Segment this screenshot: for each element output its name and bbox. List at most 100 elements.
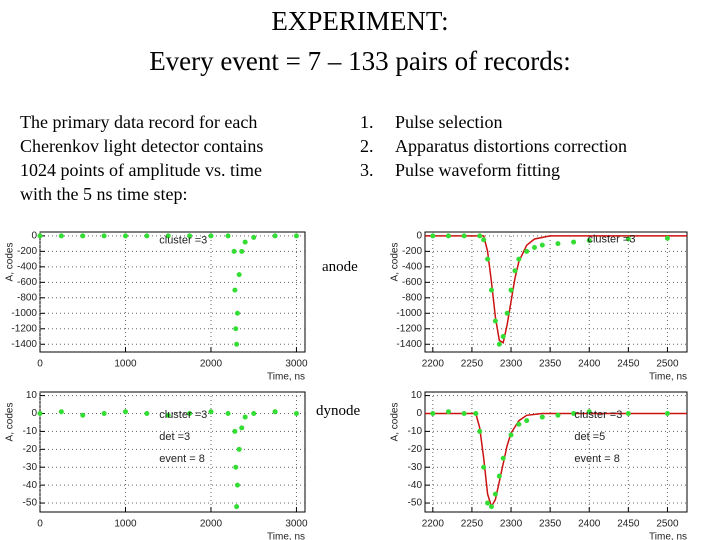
x-tick-label: 2500 [656, 359, 679, 370]
data-point [481, 464, 487, 470]
x-tick-label: 1000 [114, 359, 137, 370]
data-point [488, 504, 494, 510]
data-point [481, 237, 487, 243]
y-axis-label: A, codes [5, 403, 16, 442]
x-tick-label: 3000 [285, 519, 308, 530]
data-point [508, 432, 514, 438]
y-tick-label: -1200 [396, 323, 422, 334]
data-point [234, 310, 240, 316]
data-point [524, 248, 530, 254]
data-point [122, 409, 128, 415]
data-point [239, 248, 245, 254]
data-point [101, 233, 107, 239]
data-point [473, 410, 479, 416]
data-point [496, 341, 502, 347]
step-number: 3. [360, 160, 374, 180]
data-point [524, 418, 530, 424]
y-tick-label: -1400 [396, 339, 422, 350]
paragraph-line: with the 5 ns time step: [20, 184, 187, 204]
y-tick-label: -600 [17, 277, 37, 288]
x-axis-label: Time, ns [267, 532, 305, 540]
x-tick-label: 2300 [500, 519, 523, 530]
data-point [144, 410, 150, 416]
x-tick-label: 2250 [461, 359, 484, 370]
x-axis-label: Time, ns [267, 372, 305, 383]
paragraph-line: Cherenkov light detector contains [20, 136, 263, 156]
data-point [37, 233, 43, 239]
y-tick-label: -30 [23, 462, 38, 473]
paragraph-line: The primary data record for each [20, 112, 257, 132]
data-point [58, 233, 64, 239]
step-number: 2. [360, 136, 374, 156]
data-point [571, 239, 577, 245]
y-tick-label: 0 [416, 231, 422, 242]
data-point [233, 464, 239, 470]
annotation: cluster =3 [159, 235, 207, 247]
data-point [239, 425, 245, 431]
data-point [664, 410, 670, 416]
data-point [508, 287, 514, 293]
step-text: Pulse selection [395, 112, 502, 132]
plot-frame [39, 231, 306, 353]
data-point [251, 234, 257, 240]
y-tick-label: -1000 [11, 308, 37, 319]
y-tick-label: -1400 [11, 339, 37, 350]
x-tick-label: 2000 [200, 359, 223, 370]
x-tick-label: 0 [37, 519, 43, 530]
fit-line [425, 235, 687, 344]
data-point [492, 491, 498, 497]
data-point [208, 233, 214, 239]
plot-frame [424, 231, 688, 353]
y-axis-label: A, codes [390, 403, 401, 442]
row-label: anode [322, 259, 358, 275]
data-point [485, 500, 491, 506]
y-tick-label: -800 [17, 292, 37, 303]
y-tick-label: -20 [408, 444, 423, 455]
y-tick-label: 0 [31, 408, 37, 419]
y-tick-label: 10 [26, 390, 38, 401]
data-point [165, 233, 171, 239]
x-tick-label: 2300 [500, 359, 523, 370]
data-point [272, 233, 278, 239]
y-tick-label: 0 [31, 231, 37, 242]
title-line: EXPERIMENT: [271, 6, 448, 36]
x-tick-label: 2000 [200, 519, 223, 530]
y-tick-label: -1000 [396, 308, 422, 319]
data-point [445, 409, 451, 415]
y-tick-label: -1200 [11, 323, 37, 334]
x-tick-label: 3000 [285, 359, 308, 370]
title-line: Every event = 7 – 133 pairs of records: [149, 46, 571, 76]
annotation: cluster =3 [159, 409, 207, 421]
data-point [208, 409, 214, 415]
x-tick-label: 2500 [656, 519, 679, 530]
y-tick-label: 10 [411, 390, 423, 401]
data-point [80, 233, 86, 239]
x-axis-label: Time, ns [649, 372, 687, 383]
data-point [625, 236, 631, 242]
data-point [625, 410, 631, 416]
annotation: cluster =3 [574, 409, 622, 421]
data-point [234, 341, 240, 347]
y-tick-label: -10 [408, 426, 423, 437]
data-point [236, 446, 242, 452]
y-tick-label: -20 [23, 444, 38, 455]
data-point [293, 233, 299, 239]
x-tick-label: 0 [37, 359, 43, 370]
x-tick-label: 2200 [422, 519, 445, 530]
row-label: dynode [316, 403, 361, 419]
y-tick-label: -10 [23, 426, 38, 437]
data-point [144, 233, 150, 239]
data-point [488, 287, 494, 293]
data-point [225, 233, 231, 239]
data-point [492, 318, 498, 324]
data-point [555, 241, 561, 247]
annotation: cluster =3 [587, 233, 635, 245]
data-point [80, 412, 86, 418]
data-point [500, 334, 506, 340]
data-point [430, 410, 436, 416]
data-point [232, 287, 238, 293]
y-axis-label: A, codes [390, 243, 401, 282]
data-point [477, 428, 483, 434]
x-axis-label: Time, ns [649, 532, 687, 540]
data-point [461, 233, 467, 239]
